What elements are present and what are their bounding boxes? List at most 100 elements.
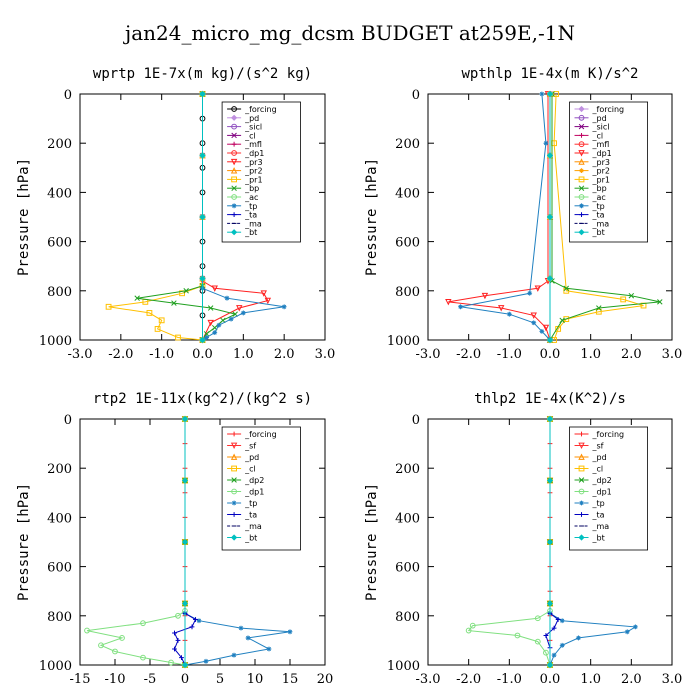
data-point [534,285,542,292]
legend-marker [231,212,237,217]
legend-entry: _tp [244,499,257,508]
legend-marker [578,176,585,183]
figure-title: jan24_micro_mg_dcsm BUDGET at259E,-1N [123,21,575,45]
legend-marker [578,105,585,113]
y-tick-label: 600 [47,561,72,576]
legend-marker [230,453,238,460]
legend-entry: _pd [592,453,607,462]
data-point [211,285,218,292]
y-tick-label: 800 [47,285,72,300]
data-point [183,288,189,294]
x-tick-label: -15 [70,672,91,687]
data-point [543,140,549,146]
data-point [546,152,554,159]
legend-entry: _cl [592,131,604,140]
data-point [199,90,206,98]
legend-marker [578,194,585,200]
data-point [620,296,627,303]
data-point [546,90,554,98]
legend-entry: _bt [592,228,605,237]
legend-box [569,426,649,551]
data-point [563,285,570,292]
panel-title: thlp2 1E-4x(K^2)/s [474,391,626,407]
legend-marker [578,229,585,236]
legend-entry: _forcing [592,105,625,114]
x-tick-label: 2.0 [621,347,642,362]
series-line-tp [460,93,551,341]
x-tick-label: 0 [181,672,189,687]
y-tick-label: 0 [412,413,420,428]
data-point [171,300,177,306]
data-point [514,632,521,639]
data-point [281,304,287,310]
legend-marker [578,114,585,121]
legend-box [221,426,301,551]
data-point [546,336,554,344]
legend-entry: _forcing [244,105,277,114]
panel-3: rtp2 1E-11x(kg^2)/(kg^2 s) Pressure [hPa]… [16,391,333,687]
x-tick-label: 0.0 [540,672,561,687]
data-point [551,625,557,631]
legend: _forcing_pd_sicl_cl_mfl_dp1_pr3_pr2_pr1_… [569,101,649,243]
legend-entry: _cl [592,465,604,474]
data-point [199,213,206,221]
legend-marker [579,512,584,517]
x-tick-label: 0.0 [540,347,561,362]
data-point [546,477,554,484]
y-tick-label: 0 [412,88,420,103]
y-tick-label: 200 [395,137,420,152]
y-tick-label: 1000 [39,659,72,674]
data-point [287,629,293,635]
legend-entry: _bt [244,228,257,237]
legend-entry: _sicl [244,123,262,132]
data-point [559,642,565,648]
y-tick-label: 200 [47,462,72,477]
data-point [179,655,184,661]
x-tick-label: 0.0 [192,347,213,362]
data-point [245,635,251,641]
series-line-bp [549,94,660,341]
data-point [175,612,181,619]
legend-marker [231,176,237,183]
x-tick-label: -3.0 [67,347,92,362]
legend-entry: _bt [592,534,605,543]
y-tick-label: 400 [47,186,72,201]
legend-entry: _sf [592,442,604,451]
data-point [546,600,554,607]
legend-marker [578,185,585,191]
series-line-dp1 [86,419,186,666]
legend-marker [231,132,237,139]
data-point [231,652,237,658]
legend-marker [231,431,237,437]
y-tick-label: 600 [395,236,420,251]
data-point [559,618,565,624]
legend-marker [231,477,237,483]
legend-entry: _ta [244,211,257,220]
data-point [172,646,177,652]
legend-entry: _pr3 [244,158,262,167]
legend-entry: _ma [244,219,262,228]
legend-entry: _pr1 [592,175,610,184]
data-point [481,292,489,300]
legend-marker [230,158,238,166]
data-point [181,538,189,546]
legend: _forcing_pd_sicl_cl_mfl_dp1_pr3_pr2_pr1_… [221,101,301,243]
data-point [542,324,550,332]
y-tick-label: 400 [47,511,72,526]
data-point [264,297,272,305]
y-axis-label: Pressure [hPa] [16,483,32,601]
data-point [445,298,452,306]
legend-marker [231,185,237,191]
series-line-dp1 [448,94,551,341]
data-point [216,322,222,328]
data-point [657,299,663,305]
data-point [224,295,230,301]
legend-entry: _ta [592,211,605,220]
legend-marker [231,194,238,200]
legend-entry: _pr2 [592,167,610,176]
data-point [204,335,209,340]
data-point [105,303,112,310]
legend-marker [231,488,238,495]
data-point [596,305,602,311]
